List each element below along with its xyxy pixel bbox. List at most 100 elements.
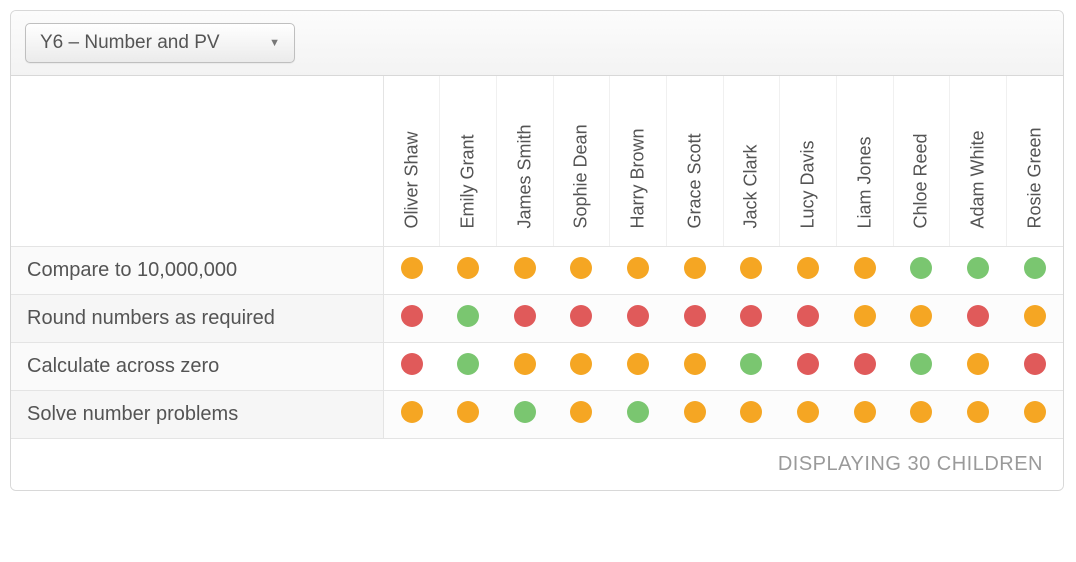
grade-table: Oliver Shaw Emily GrantJames Smith Sophie … [11,76,1063,490]
status-cell[interactable] [383,390,440,438]
status-cell[interactable] [723,246,780,294]
status-cell[interactable] [383,246,440,294]
status-dot-red [684,305,706,327]
status-dot-amber [684,257,706,279]
student-header[interactable]: Liam Jones [836,76,893,246]
status-dot-amber [570,257,592,279]
status-dot-green [910,257,932,279]
status-cell[interactable] [666,294,723,342]
status-dot-amber [967,401,989,423]
student-header[interactable]: Adam White [950,76,1007,246]
status-dot-green [740,353,762,375]
status-dot-red [570,305,592,327]
student-header[interactable]: Jack Clark [723,76,780,246]
status-dot-amber [627,353,649,375]
status-cell[interactable] [780,246,837,294]
student-header[interactable]: Lucy Davis [780,76,837,246]
objective-label: Calculate across zero [11,342,383,390]
status-dot-amber [514,257,536,279]
status-cell[interactable] [950,390,1007,438]
student-header[interactable]: Oliver Shaw [383,76,440,246]
status-dot-amber [854,401,876,423]
status-cell[interactable] [610,294,667,342]
status-cell[interactable] [780,390,837,438]
status-dot-amber [514,353,536,375]
status-cell[interactable] [440,294,497,342]
status-cell[interactable] [836,390,893,438]
status-cell[interactable] [497,342,554,390]
status-cell[interactable] [553,342,610,390]
student-name: Liam Jones [854,210,875,228]
status-cell[interactable] [723,294,780,342]
status-dot-red [854,353,876,375]
status-dot-amber [1024,401,1046,423]
status-dot-amber [910,305,932,327]
status-dot-amber [684,353,706,375]
status-cell[interactable] [1006,294,1063,342]
status-cell[interactable] [610,246,667,294]
student-header[interactable]: Rosie Green [1006,76,1063,246]
student-header[interactable]: James Smith [497,76,554,246]
status-cell[interactable] [610,390,667,438]
student-header[interactable]: Chloe Reed [893,76,950,246]
status-dot-amber [740,257,762,279]
status-cell[interactable] [836,294,893,342]
objective-header-blank [11,76,383,246]
status-cell[interactable] [1006,390,1063,438]
student-header[interactable]: Sophie Dean [553,76,610,246]
status-dot-amber [854,305,876,327]
student-name: Oliver Shaw [401,210,422,228]
status-cell[interactable] [723,390,780,438]
status-cell[interactable] [553,294,610,342]
student-name: Sophie Dean [571,210,592,228]
gradebook-panel: Y6 – Number and PV ▼ Oliver Shaw Emily Gr… [10,10,1064,491]
status-dot-green [457,353,479,375]
student-name: Harry Brown [628,210,649,228]
table-row: Compare to 10,000,000 [11,246,1063,294]
status-cell[interactable] [553,246,610,294]
status-cell[interactable] [893,246,950,294]
status-cell[interactable] [1006,246,1063,294]
objective-label: Solve number problems [11,390,383,438]
student-header[interactable]: Grace Scott [666,76,723,246]
status-cell[interactable] [836,342,893,390]
status-cell[interactable] [780,342,837,390]
table-row: Solve number problems [11,390,1063,438]
status-cell[interactable] [440,246,497,294]
status-cell[interactable] [497,246,554,294]
status-cell[interactable] [723,342,780,390]
status-cell[interactable] [383,294,440,342]
status-cell[interactable] [893,294,950,342]
status-dot-green [967,257,989,279]
table-row: Round numbers as required [11,294,1063,342]
status-cell[interactable] [893,342,950,390]
student-header[interactable]: Emily Grant [440,76,497,246]
status-cell[interactable] [610,342,667,390]
status-cell[interactable] [440,390,497,438]
objective-label: Compare to 10,000,000 [11,246,383,294]
status-cell[interactable] [497,294,554,342]
status-cell[interactable] [553,390,610,438]
status-cell[interactable] [950,246,1007,294]
status-cell[interactable] [666,390,723,438]
status-cell[interactable] [950,342,1007,390]
status-cell[interactable] [666,246,723,294]
status-cell[interactable] [497,390,554,438]
status-cell[interactable] [780,294,837,342]
status-cell[interactable] [836,246,893,294]
topic-dropdown[interactable]: Y6 – Number and PV ▼ [25,23,295,63]
status-cell[interactable] [950,294,1007,342]
status-cell[interactable] [440,342,497,390]
status-cell[interactable] [1006,342,1063,390]
status-cell[interactable] [383,342,440,390]
status-dot-amber [627,257,649,279]
student-name: Rosie Green [1024,210,1045,228]
toolbar: Y6 – Number and PV ▼ [11,11,1063,76]
status-dot-red [1024,353,1046,375]
status-cell[interactable] [666,342,723,390]
status-cell[interactable] [893,390,950,438]
table-footer-row: DISPLAYING 30 CHILDREN [11,438,1063,490]
status-dot-amber [401,257,423,279]
status-dot-amber [570,353,592,375]
student-header[interactable]: Harry Brown [610,76,667,246]
